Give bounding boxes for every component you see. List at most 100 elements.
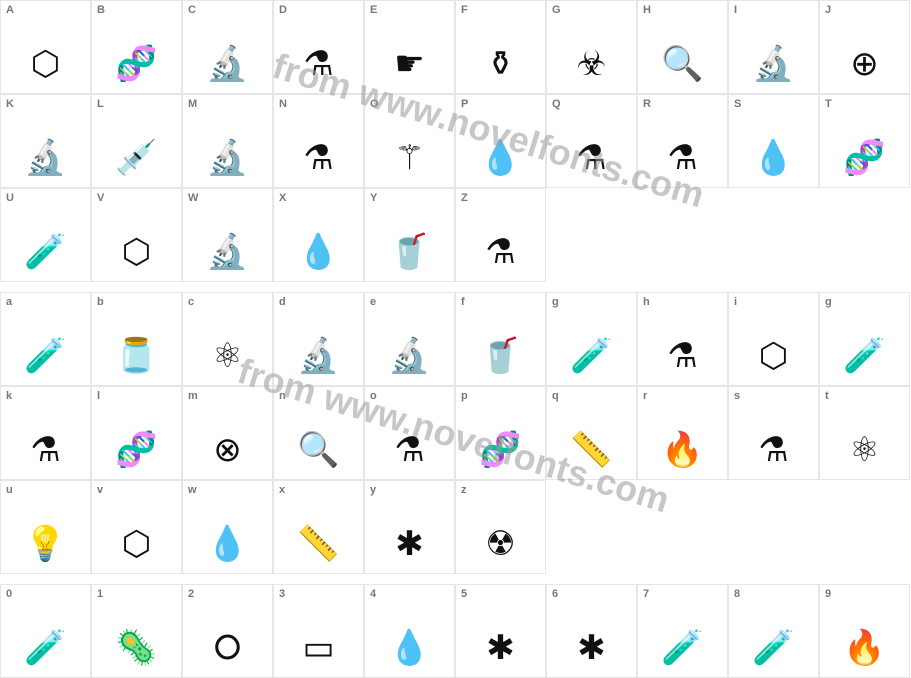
char-cell-S[interactable]: S💧 [728,94,819,188]
char-cell-L[interactable]: L💉 [91,94,182,188]
beaker-icon: 🧪 [729,631,818,665]
char-label: l [97,390,100,402]
char-cell-M[interactable]: M🔬 [182,94,273,188]
char-label: L [97,98,104,110]
char-label: 6 [552,588,558,600]
char-cell-k[interactable]: k⚗ [0,386,91,480]
ring-flasks-icon: ⭘ [183,631,272,665]
char-cell-W[interactable]: W🔬 [182,188,273,282]
char-cell-U[interactable]: U🧪 [0,188,91,282]
character-row: a🧪b🫙c⚛d🔬e🔬f🥤g🧪h⚗i⬡g🧪 [0,292,911,386]
char-cell-K[interactable]: K🔬 [0,94,91,188]
flask-burst-icon: ⚗ [1,433,90,467]
char-label: 0 [6,588,12,600]
char-label: f [461,296,465,308]
char-label: 1 [97,588,103,600]
char-cell-G[interactable]: G☣ [546,0,637,94]
measuring-cup-icon: 🥤 [365,235,454,269]
char-label: v [97,484,103,496]
microscope-outline-icon: 🔬 [729,47,818,81]
microscope6-icon: 🔬 [365,339,454,373]
char-label: B [97,4,105,16]
microscope-icon: 🔬 [183,47,272,81]
char-label: x [279,484,285,496]
bacteria-icon: 🦠 [92,631,181,665]
char-cell-g[interactable]: g🧪 [546,292,637,386]
char-label: i [734,296,737,308]
char-cell-8[interactable]: 8🧪 [728,584,819,678]
char-cell-6[interactable]: 6✱ [546,584,637,678]
char-cell-z[interactable]: z☢ [455,480,546,574]
person-orbit-icon: ✱ [456,631,545,665]
mortar-pestle-icon: ⚚ [365,141,454,175]
char-cell-m[interactable]: m⊗ [182,386,273,480]
char-cell-X[interactable]: X💧 [273,188,364,282]
char-label: J [825,4,831,16]
char-label: c [188,296,194,308]
char-cell-i[interactable]: i⬡ [728,292,819,386]
char-cell-9[interactable]: 9🔥 [819,584,910,678]
char-cell-C[interactable]: C🔬 [182,0,273,94]
char-cell-x[interactable]: x📏 [273,480,364,574]
char-label: w [188,484,197,496]
char-label: h [643,296,650,308]
chemical-structure-icon: ⬡ [92,235,181,269]
char-cell-0[interactable]: 0🧪 [0,584,91,678]
char-cell-l[interactable]: l🧬 [91,386,182,480]
char-cell-V[interactable]: V⬡ [91,188,182,282]
char-cell-e[interactable]: e🔬 [364,292,455,386]
tube-rack-icon: 🧪 [1,631,90,665]
char-label: d [279,296,286,308]
char-label: D [279,4,287,16]
bunsen-burner-icon: 🔥 [638,433,727,467]
char-cell-T[interactable]: T🧬 [819,94,910,188]
char-cell-H[interactable]: H🔍 [637,0,728,94]
char-cell-B[interactable]: B🧬 [91,0,182,94]
dropper-icon: 💧 [274,235,363,269]
char-cell-a[interactable]: a🧪 [0,292,91,386]
jar-icon: 🫙 [92,339,181,373]
char-cell-7[interactable]: 7🧪 [637,584,728,678]
tube-dropper-icon: 💧 [729,141,818,175]
microscope3-icon: 🔬 [183,141,272,175]
char-cell-r[interactable]: r🔥 [637,386,728,480]
char-cell-t[interactable]: t⚛ [819,386,910,480]
char-label: g [825,296,832,308]
character-row: 0🧪1🦠2⭘3▭4💧5✱6✱7🧪8🧪9🔥 [0,584,911,678]
char-cell-4[interactable]: 4💧 [364,584,455,678]
char-cell-s[interactable]: s⚗ [728,386,819,480]
char-cell-1[interactable]: 1🦠 [91,584,182,678]
char-cell-h[interactable]: h⚗ [637,292,728,386]
flask-flame-icon: 🔥 [820,631,909,665]
lab-stand-icon: ⚗ [274,141,363,175]
char-label: 7 [643,588,649,600]
char-cell-f[interactable]: f🥤 [455,292,546,386]
char-cell-u[interactable]: u💡 [0,480,91,574]
char-cell-2[interactable]: 2⭘ [182,584,273,678]
char-cell-F[interactable]: F⚱ [455,0,546,94]
char-label: 4 [370,588,376,600]
bulb-flask-icon: 💡 [1,527,90,561]
tube-search-icon: 🔍 [274,433,363,467]
char-cell-A[interactable]: A⬡ [0,0,91,94]
char-label: A [6,4,14,16]
char-cell-Z[interactable]: Z⚗ [455,188,546,282]
char-cell-y[interactable]: y✱ [364,480,455,574]
char-cell-5[interactable]: 5✱ [455,584,546,678]
char-label: C [188,4,196,16]
char-cell-Y[interactable]: Y🥤 [364,188,455,282]
microscope4-icon: 🔬 [183,235,272,269]
char-cell-J[interactable]: J⊕ [819,0,910,94]
char-cell-g[interactable]: g🧪 [819,292,910,386]
char-cell-3[interactable]: 3▭ [273,584,364,678]
char-cell-v[interactable]: v⬡ [91,480,182,574]
dna-x-icon: 🧬 [820,141,909,175]
char-label: N [279,98,287,110]
syringe-icon: 💉 [92,141,181,175]
char-label: T [825,98,832,110]
character-row: U🧪V⬡W🔬X💧Y🥤Z⚗ [0,188,911,282]
char-cell-I[interactable]: I🔬 [728,0,819,94]
round-flask-icon: ⚱ [456,47,545,81]
char-cell-w[interactable]: w💧 [182,480,273,574]
char-cell-b[interactable]: b🫙 [91,292,182,386]
